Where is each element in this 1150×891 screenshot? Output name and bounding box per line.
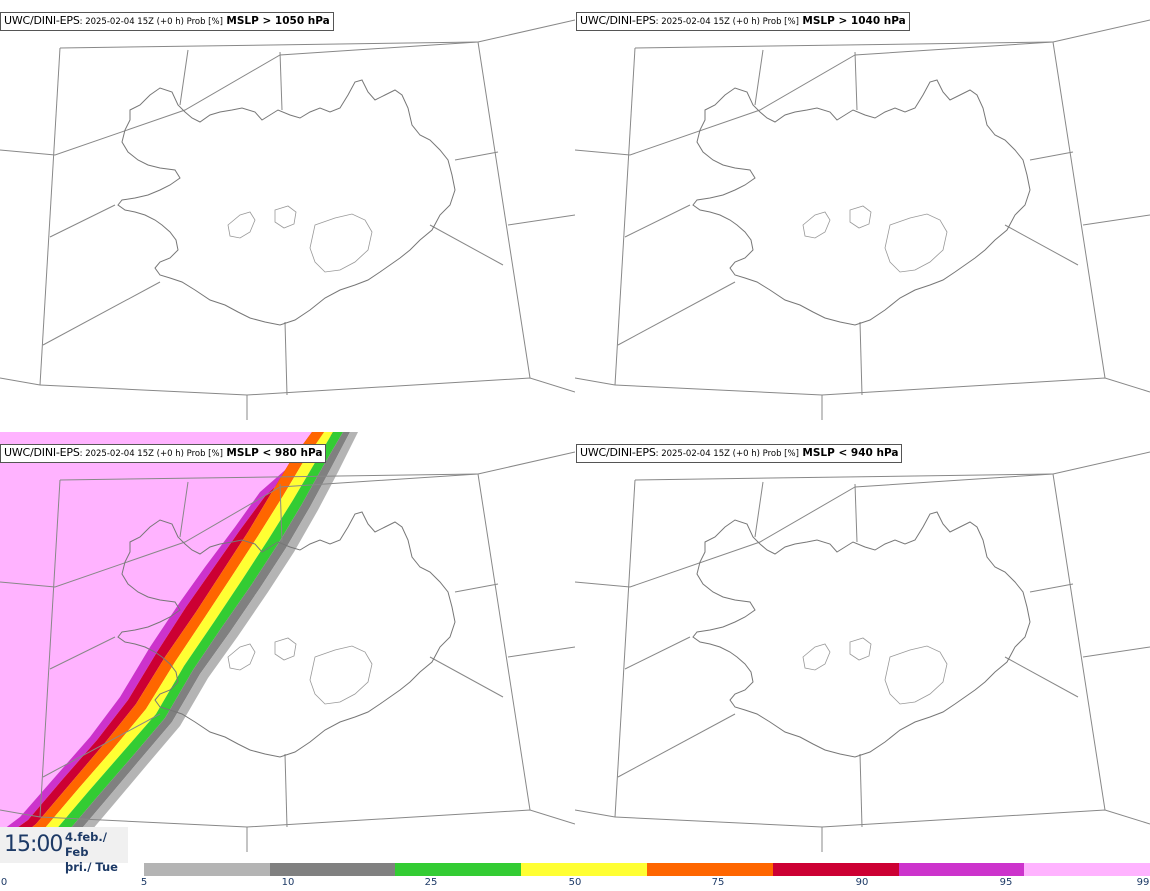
colorbar-segment bbox=[647, 863, 773, 876]
colorbar-segment bbox=[1023, 863, 1150, 876]
map-panel-3: UWC/DINI-EPS: 2025-02-04 15Z (+0 h) Prob… bbox=[0, 432, 575, 864]
colorbar-segment bbox=[395, 863, 522, 876]
colorbar-segment bbox=[270, 863, 396, 876]
panel-title: UWC/DINI-EPS: 2025-02-04 15Z (+0 h) Prob… bbox=[0, 444, 327, 463]
panel-title: UWC/DINI-EPS: 2025-02-04 15Z (+0 h) Prob… bbox=[576, 12, 910, 31]
glacier-outline bbox=[227, 211, 256, 239]
glacier-outline bbox=[849, 205, 872, 229]
colorbar-tick-label: 10 bbox=[281, 877, 295, 888]
map-panel-4: UWC/DINI-EPS: 2025-02-04 15Z (+0 h) Prob… bbox=[575, 432, 1150, 864]
graticule-lines bbox=[575, 19, 1150, 420]
prob-band-25-50 bbox=[12, 432, 333, 854]
map-graticule bbox=[0, 19, 575, 420]
graticule-lines bbox=[0, 451, 575, 852]
glacier-outline bbox=[802, 211, 831, 239]
panel-title: UWC/DINI-EPS: 2025-02-04 15Z (+0 h) Prob… bbox=[0, 12, 334, 31]
colorbar-tick-label: 90 bbox=[855, 877, 869, 888]
iceland-coastline bbox=[117, 79, 456, 326]
probability-colorbar bbox=[144, 863, 1150, 876]
glacier-outline bbox=[849, 637, 872, 661]
date-line-2: þri./ Tue bbox=[65, 860, 118, 874]
map-panel-2: UWC/DINI-EPS: 2025-02-04 15Z (+0 h) Prob… bbox=[575, 0, 1150, 432]
colorbar-tick-label: 25 bbox=[424, 877, 438, 888]
map-graticule bbox=[575, 451, 1150, 852]
valid-time-box: 15:00 4.feb./ Feb þri./ Tue bbox=[0, 827, 128, 874]
colorbar-tick-label: 5 bbox=[140, 877, 148, 888]
prob-band-95-99 bbox=[0, 432, 330, 832]
graticule-lines bbox=[575, 451, 1150, 852]
panel-title: UWC/DINI-EPS: 2025-02-04 15Z (+0 h) Prob… bbox=[576, 444, 903, 463]
prob-band-10-25 bbox=[20, 432, 343, 856]
glacier-outline bbox=[309, 213, 373, 273]
glacier-outline bbox=[274, 205, 297, 229]
date-line-1: 4.feb./ Feb bbox=[65, 830, 107, 859]
iceland-coastline bbox=[117, 511, 456, 758]
colorbar-tick-label: 50 bbox=[568, 877, 582, 888]
map-graticule bbox=[0, 432, 575, 860]
iceland-coastline bbox=[692, 511, 1031, 758]
probability-field bbox=[0, 432, 358, 860]
iceland-coastline bbox=[692, 79, 1031, 326]
colorbar-segment bbox=[772, 863, 899, 876]
colorbar-segment bbox=[144, 863, 271, 876]
prob-band-50-75 bbox=[4, 432, 324, 852]
glacier-outline bbox=[884, 645, 948, 705]
glacier-outline bbox=[802, 643, 831, 671]
map-graticule bbox=[575, 19, 1150, 420]
valid-hour: 15:00 bbox=[4, 832, 63, 857]
valid-date: 4.feb./ Feb þri./ Tue bbox=[65, 830, 128, 875]
colorbar-tick-label: 95 bbox=[999, 877, 1013, 888]
colorbar-tick-label: 0 bbox=[0, 877, 8, 888]
colorbar-segment bbox=[521, 863, 648, 876]
glacier-outline bbox=[884, 213, 948, 273]
glacier-outline bbox=[227, 643, 256, 671]
colorbar-tick-label: 99 bbox=[1136, 877, 1150, 888]
colorbar-tick-label: 75 bbox=[711, 877, 725, 888]
colorbar-ticks: 0 5 10 25 50 75 90 95 99 bbox=[0, 877, 1150, 891]
graticule-lines bbox=[0, 19, 575, 420]
map-panel-1: UWC/DINI-EPS: 2025-02-04 15Z (+0 h) Prob… bbox=[0, 0, 575, 432]
colorbar-segment bbox=[898, 863, 1024, 876]
prob-band-75-90 bbox=[0, 432, 335, 850]
glacier-outline bbox=[274, 637, 297, 661]
glacier-outline bbox=[309, 645, 373, 705]
